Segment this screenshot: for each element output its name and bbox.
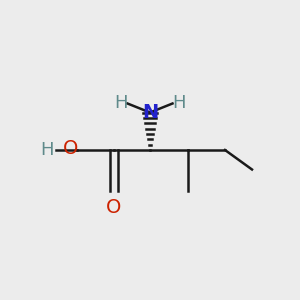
Text: H: H — [172, 94, 186, 112]
Text: O: O — [106, 198, 122, 217]
Text: H: H — [40, 141, 54, 159]
Text: O: O — [63, 139, 78, 158]
Text: N: N — [142, 103, 158, 122]
Text: H: H — [114, 94, 128, 112]
